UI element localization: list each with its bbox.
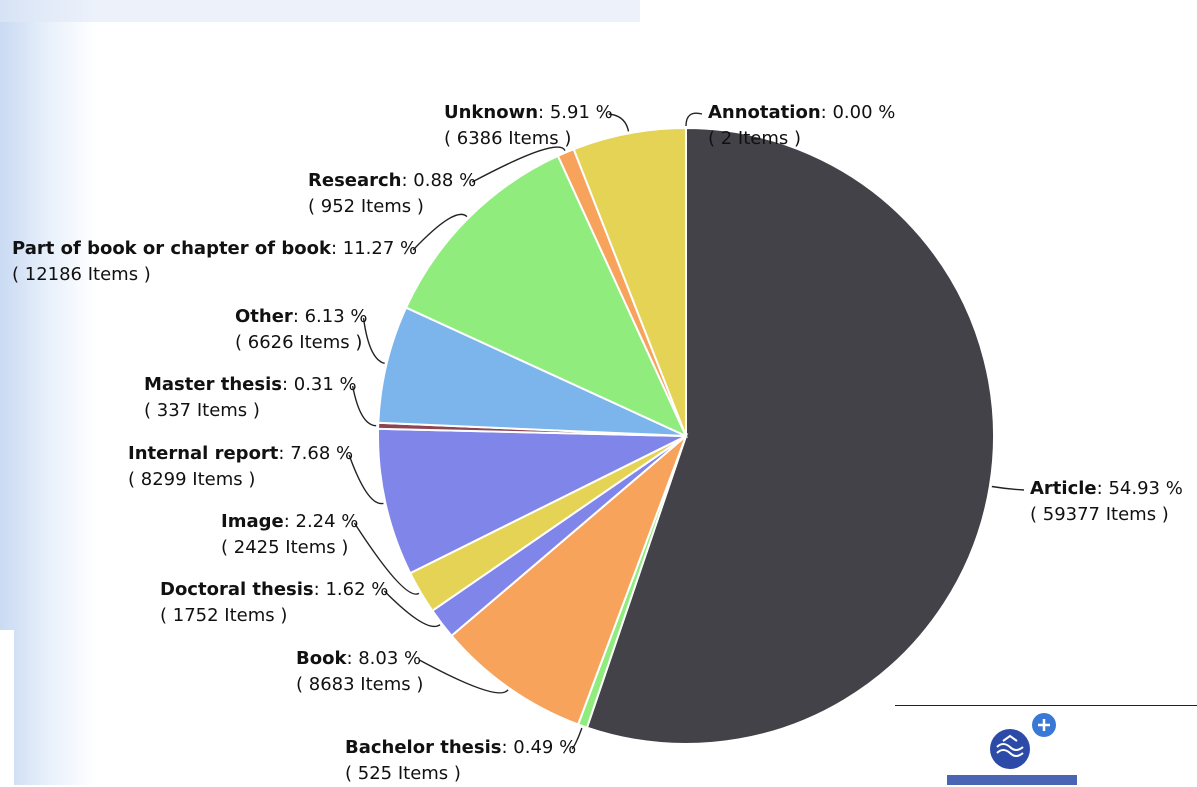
- slice-items-count: ( 6626 Items ): [235, 330, 368, 356]
- openaire-logo: [895, 705, 1197, 785]
- slice-percent: 0.88 %: [413, 170, 476, 191]
- slice-name: Book: [296, 648, 346, 669]
- slice-label: Internal report: 7.68 %( 8299 Items ): [128, 441, 353, 493]
- slice-items-count: ( 337 Items ): [144, 398, 357, 424]
- slice-label-line1: Doctoral thesis: 1.62 %: [160, 577, 388, 603]
- slice-label-line1: Unknown: 5.91 %: [444, 100, 613, 126]
- slice-label: Part of book or chapter of book: 11.27 %…: [12, 236, 417, 288]
- slice-separator: :: [284, 511, 296, 532]
- slice-name: Unknown: [444, 102, 538, 123]
- slice-label: Doctoral thesis: 1.62 %( 1752 Items ): [160, 577, 388, 629]
- slice-percent: 2.24 %: [296, 511, 359, 532]
- slice-separator: :: [821, 102, 833, 123]
- slice-separator: :: [331, 238, 343, 259]
- slice-percent: 0.31 %: [294, 374, 357, 395]
- slice-name: Bachelor thesis: [345, 737, 501, 758]
- slice-percent: 0.49 %: [513, 737, 576, 758]
- slice-percent: 0.00 %: [832, 102, 895, 123]
- slice-label-line1: Article: 54.93 %: [1030, 476, 1183, 502]
- slice-separator: :: [314, 579, 326, 600]
- slice-items-count: ( 1752 Items ): [160, 603, 388, 629]
- slice-label: Research: 0.88 %( 952 Items ): [308, 168, 476, 220]
- logo-area: [895, 705, 1197, 785]
- slice-percent: 6.13 %: [305, 306, 368, 327]
- slice-items-count: ( 6386 Items ): [444, 126, 613, 152]
- slice-label: Unknown: 5.91 %( 6386 Items ): [444, 100, 613, 152]
- slice-items-count: ( 952 Items ): [308, 194, 476, 220]
- slice-items-count: ( 2 Items ): [708, 126, 895, 152]
- slice-name: Annotation: [708, 102, 821, 123]
- slice-label-line1: Research: 0.88 %: [308, 168, 476, 194]
- slice-percent: 8.03 %: [358, 648, 421, 669]
- slice-label: Other: 6.13 %( 6626 Items ): [235, 304, 368, 356]
- slice-separator: :: [1097, 478, 1109, 499]
- slice-separator: :: [282, 374, 294, 395]
- slice-label: Bachelor thesis: 0.49 %( 525 Items ): [345, 735, 576, 787]
- slice-label-line1: Image: 2.24 %: [221, 509, 358, 535]
- slice-separator: :: [501, 737, 513, 758]
- slice-items-count: ( 59377 Items ): [1030, 502, 1183, 528]
- slice-label-line1: Annotation: 0.00 %: [708, 100, 895, 126]
- slice-label: Image: 2.24 %( 2425 Items ): [221, 509, 358, 561]
- connector-line: [992, 487, 1024, 490]
- slice-name: Image: [221, 511, 284, 532]
- slice-separator: :: [293, 306, 305, 327]
- connector-line: [686, 113, 702, 126]
- slice-separator: :: [278, 443, 290, 464]
- slice-percent: 1.62 %: [325, 579, 388, 600]
- slice-label-line1: Bachelor thesis: 0.49 %: [345, 735, 576, 761]
- slice-label-line1: Part of book or chapter of book: 11.27 %: [12, 236, 417, 262]
- slice-name: Master thesis: [144, 374, 282, 395]
- slice-label-line1: Internal report: 7.68 %: [128, 441, 353, 467]
- slice-items-count: ( 12186 Items ): [12, 262, 417, 288]
- slice-label-line1: Other: 6.13 %: [235, 304, 368, 330]
- slice-separator: :: [402, 170, 414, 191]
- slice-name: Research: [308, 170, 402, 191]
- slice-percent: 7.68 %: [290, 443, 353, 464]
- slice-label-line1: Master thesis: 0.31 %: [144, 372, 357, 398]
- slice-items-count: ( 525 Items ): [345, 761, 576, 787]
- slice-items-count: ( 2425 Items ): [221, 535, 358, 561]
- slice-items-count: ( 8299 Items ): [128, 467, 353, 493]
- slice-separator: :: [346, 648, 358, 669]
- slice-label: Book: 8.03 %( 8683 Items ): [296, 646, 423, 698]
- slice-percent: 54.93 %: [1108, 478, 1182, 499]
- slice-percent: 11.27 %: [343, 238, 417, 259]
- slice-name: Article: [1030, 478, 1097, 499]
- slice-name: Internal report: [128, 443, 278, 464]
- slice-label: Master thesis: 0.31 %( 337 Items ): [144, 372, 357, 424]
- slice-name: Part of book or chapter of book: [12, 238, 331, 259]
- slice-label: Annotation: 0.00 %( 2 Items ): [708, 100, 895, 152]
- slice-items-count: ( 8683 Items ): [296, 672, 423, 698]
- slice-separator: :: [538, 102, 550, 123]
- pie-slices: [378, 128, 994, 744]
- slice-label-line1: Book: 8.03 %: [296, 646, 423, 672]
- slice-percent: 5.91 %: [550, 102, 613, 123]
- slice-label: Article: 54.93 %( 59377 Items ): [1030, 476, 1183, 528]
- slice-name: Doctoral thesis: [160, 579, 314, 600]
- slice-name: Other: [235, 306, 293, 327]
